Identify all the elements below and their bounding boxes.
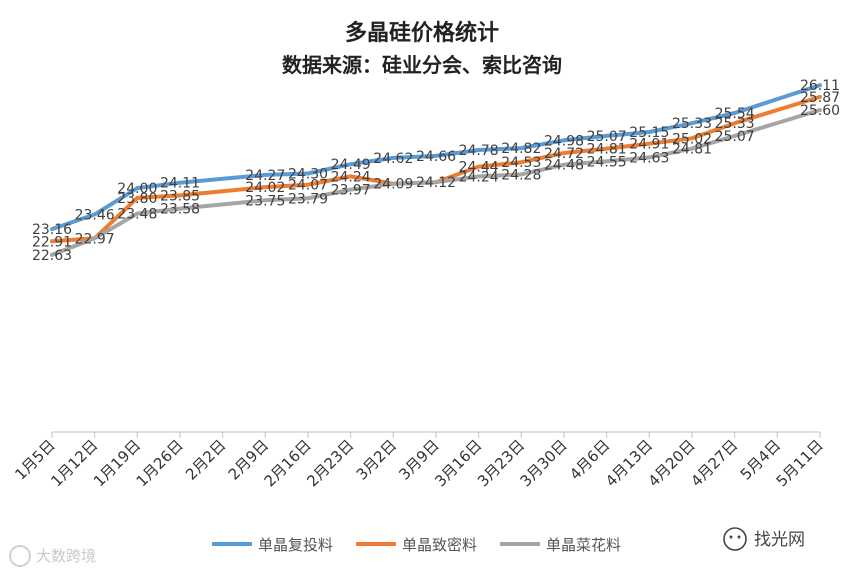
- data-label: 24.62: [373, 151, 413, 167]
- wechat-icon-dot: [737, 535, 741, 539]
- tick-label: 3月30日: [517, 436, 571, 490]
- chart-subtitle: 数据来源：硅业分会、索比咨询: [282, 53, 562, 77]
- tick-label: 2月2日: [182, 436, 229, 483]
- data-label: 22.63: [32, 248, 72, 264]
- tick-label: 4月27日: [687, 436, 741, 490]
- legend-label: 单晶致密料: [402, 536, 477, 554]
- data-label: 24.09: [373, 177, 413, 193]
- data-label: 24.44: [459, 160, 499, 176]
- data-label: 23.16: [32, 222, 72, 238]
- data-label: 26.11: [800, 78, 840, 94]
- series-line-0: [50, 83, 822, 232]
- data-label: 23.46: [75, 207, 115, 223]
- watermark-left: 大数跨境: [9, 545, 96, 567]
- data-label: 25.15: [629, 125, 669, 141]
- tick-label: 2月23日: [303, 436, 357, 490]
- data-label: 24.12: [416, 175, 456, 191]
- data-label: 24.78: [459, 143, 499, 159]
- data-label: 25.33: [672, 116, 712, 132]
- tick-label: 3月2日: [353, 436, 400, 483]
- data-label: 24.00: [117, 181, 157, 197]
- data-label: 24.24: [459, 169, 499, 185]
- data-label: 24.30: [288, 166, 328, 182]
- data-label: 25.60: [800, 103, 840, 119]
- data-label: 24.81: [672, 142, 712, 158]
- legend-item-致密[interactable]: 单晶致密料: [356, 536, 477, 554]
- data-label: 24.82: [501, 141, 541, 157]
- data-label: 25.87: [800, 90, 840, 106]
- data-label: 24.81: [587, 142, 627, 158]
- data-label: 25.07: [715, 129, 755, 145]
- data-label: 24.55: [587, 154, 627, 170]
- watermark-right: 找光网: [723, 527, 805, 551]
- legend-item-复投[interactable]: 单晶复投料: [212, 536, 333, 554]
- data-label: 22.97: [75, 231, 115, 247]
- data-label: 25.33: [715, 116, 755, 132]
- data-label: 24.53: [501, 155, 541, 171]
- tick-label: 1月26日: [133, 436, 187, 490]
- x-axis-ticks: 1月5日1月12日1月19日1月26日2月2日2月9日2月16日2月23日3月2…: [11, 432, 827, 490]
- data-label: 23.48: [117, 206, 157, 222]
- data-label: 25.54: [715, 106, 755, 122]
- legend-item-菜花[interactable]: 单晶菜花料: [500, 536, 621, 554]
- data-label: 23.97: [331, 183, 371, 199]
- legend: 单晶复投料 单晶致密料 单晶菜花料: [212, 536, 621, 554]
- legend-label: 单晶菜花料: [546, 536, 621, 554]
- watermark-logo-icon: [9, 545, 31, 567]
- data-label: 23.79: [288, 191, 328, 207]
- legend-label: 单晶复投料: [258, 536, 333, 554]
- data-label: 23.58: [160, 202, 200, 218]
- data-label: 24.11: [160, 176, 200, 192]
- data-label: 24.98: [544, 133, 584, 149]
- data-label: 24.49: [331, 157, 371, 173]
- data-label: 24.24: [331, 169, 371, 185]
- wechat-icon-dot: [729, 535, 733, 539]
- data-label: 23.75: [245, 193, 285, 209]
- data-label: 24.28: [501, 167, 541, 183]
- data-label: 24.91: [629, 137, 669, 153]
- data-label: 24.63: [629, 150, 669, 166]
- series-lines: [50, 83, 822, 257]
- data-label: 22.91: [32, 234, 72, 250]
- watermark-left-text: 大数跨境: [36, 547, 96, 565]
- data-label: 24.07: [288, 178, 328, 194]
- data-label: 24.66: [416, 149, 456, 165]
- series-line-2: [50, 108, 822, 257]
- watermark-right-text: 找光网: [754, 530, 805, 550]
- data-label: 23.85: [160, 188, 200, 204]
- data-label: 25.07: [587, 129, 627, 145]
- wechat-icon: [723, 527, 747, 551]
- data-label: 24.72: [544, 146, 584, 162]
- data-label: 24.27: [245, 168, 285, 184]
- data-label: 25.02: [672, 131, 712, 147]
- chart-title: 多晶硅价格统计: [345, 20, 499, 46]
- data-label: 24.48: [544, 158, 584, 174]
- tick-label: 5月11日: [773, 436, 827, 490]
- data-label: 23.80: [117, 191, 157, 207]
- data-label: 24.02: [245, 180, 285, 196]
